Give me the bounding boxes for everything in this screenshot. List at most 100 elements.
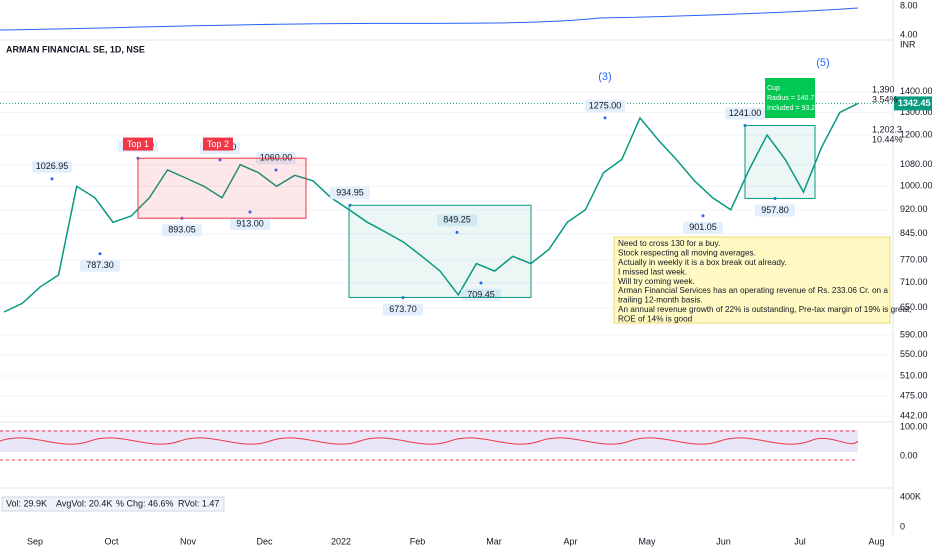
note-line: Arman Financial Services has an operatin…	[618, 286, 888, 295]
annotation-point	[248, 210, 252, 214]
vol-tick-label: 400K	[900, 491, 921, 501]
x-tick-label: Aug	[868, 536, 884, 546]
note-line: ROE of 14% is good	[618, 314, 693, 323]
annotation-point	[98, 252, 102, 256]
x-tick-label: Jul	[794, 536, 806, 546]
target-pct: 10.44%	[872, 134, 903, 144]
note-box	[613, 236, 891, 324]
x-tick-label: Oct	[104, 536, 119, 546]
chart-title: ARMAN FINANCIAL SE, 1D, NSE	[6, 44, 145, 54]
annotation-box	[461, 289, 501, 302]
y-tick-label: 590.00	[900, 329, 928, 339]
annotation-label: 1060.00	[260, 152, 293, 162]
y-tick-label: 1300.00	[900, 107, 932, 117]
y-tick-label: 845.00	[900, 228, 928, 238]
annotation-label: 957.80	[761, 205, 789, 215]
osc-tick-label: 100.00	[900, 421, 928, 431]
annotation-label: 934.95	[336, 188, 364, 198]
target-price: 1,390	[872, 84, 895, 94]
annotation-box	[330, 187, 370, 200]
cup-label: Cup	[767, 85, 780, 92]
annotation-point	[274, 168, 278, 172]
last-price-label: 1342.45	[898, 98, 931, 108]
annotation-box	[230, 217, 270, 230]
y-tick-label: 920.00	[900, 204, 928, 214]
note-line: Need to cross 130 for a buy.	[618, 239, 720, 248]
x-tick-label: Dec	[256, 536, 273, 546]
volume-legend: AvgVol: 20.4K	[56, 498, 112, 508]
volume-legend: % Chg: 46.6%	[116, 498, 174, 508]
x-tick-label: May	[638, 536, 656, 546]
y-tick-label: 770.00	[900, 254, 928, 264]
y-tick-label: 650.00	[900, 302, 928, 312]
cup-box	[765, 78, 815, 118]
range-box	[348, 204, 532, 298]
x-tick-label: 2022	[331, 536, 351, 546]
annotation-box	[32, 160, 72, 173]
annotation-point	[455, 230, 459, 234]
currency: INR	[900, 39, 916, 49]
osc-tick-label: 0.00	[900, 450, 918, 460]
annotation-label: 1241.00	[729, 108, 762, 118]
note-line: trailing 12-month basis.	[618, 296, 703, 305]
annotation-box	[755, 204, 795, 217]
target-pct: 3.54%	[872, 94, 898, 104]
annotation-label: 893.05	[168, 225, 196, 235]
annotation-label: 1026.95	[36, 161, 69, 171]
price-line	[3, 102, 859, 313]
y-tick-label: 510.00	[900, 370, 928, 380]
last-price-box	[894, 96, 932, 111]
annotation-label: 849.25	[443, 215, 471, 225]
note-line: Stock respecting all moving averages.	[618, 249, 756, 258]
annotation-label: 1275.00	[589, 100, 622, 110]
volume-legend: RVol: 1.47	[178, 498, 219, 508]
annotation-point	[218, 158, 222, 162]
annotation-label: 901.05	[689, 222, 717, 232]
target-price: 1,202.3	[872, 124, 902, 134]
annotation-point	[50, 177, 54, 181]
annotation-label: 913.00	[236, 218, 264, 228]
y-tick-label: 1400.00	[900, 86, 932, 96]
osc-band	[0, 430, 858, 452]
top-indicator	[0, 7, 859, 31]
pattern-tag	[123, 137, 153, 151]
annotation-label: 709.45	[467, 289, 495, 299]
note-line: I missed last week.	[618, 267, 687, 276]
x-tick-label: Mar	[486, 536, 502, 546]
y-tick-label: 550.00	[900, 349, 928, 359]
x-tick-label: Sep	[27, 536, 43, 546]
annotation-point	[701, 214, 705, 218]
annotation-box	[80, 259, 120, 272]
y-tick-label: 1080.00	[900, 159, 932, 169]
cup-label: Radius = 140.71	[767, 95, 818, 102]
annotation-point	[603, 116, 607, 120]
top-tick-label: 4.00	[900, 29, 918, 39]
annotation-box	[725, 107, 765, 120]
pattern-tag	[203, 137, 233, 151]
cup-label: Included = 93.2%	[767, 105, 821, 112]
wave-label: (3)	[598, 71, 611, 83]
x-tick-label: Apr	[563, 536, 577, 546]
vol-tick-label: 0	[900, 521, 905, 531]
pattern-label: Top 2	[207, 139, 229, 149]
y-tick-label: 1200.00	[900, 129, 932, 139]
note-line: An annual revenue growth of 22% is outst…	[618, 305, 912, 314]
y-tick-label: 710.00	[900, 277, 928, 287]
y-tick-label: 475.00	[900, 390, 928, 400]
x-tick-label: Feb	[410, 536, 426, 546]
pattern-label: Top 1	[127, 139, 149, 149]
annotation-box	[683, 221, 723, 234]
annotation-point	[479, 281, 483, 285]
y-tick-label: 1000.00	[900, 181, 932, 191]
annotation-label: 787.30	[86, 260, 114, 270]
volume-legend: Vol: 29.9K	[6, 498, 47, 508]
annotation-box	[162, 224, 202, 237]
oscillator	[0, 437, 859, 445]
x-tick-label: Jun	[716, 536, 731, 546]
pattern-box	[137, 157, 307, 219]
annotation-box	[383, 303, 423, 316]
note-line: Will try coming week.	[618, 277, 695, 286]
note-line: Actually in weekly it is a box break out…	[618, 258, 787, 267]
range-box	[744, 125, 816, 199]
